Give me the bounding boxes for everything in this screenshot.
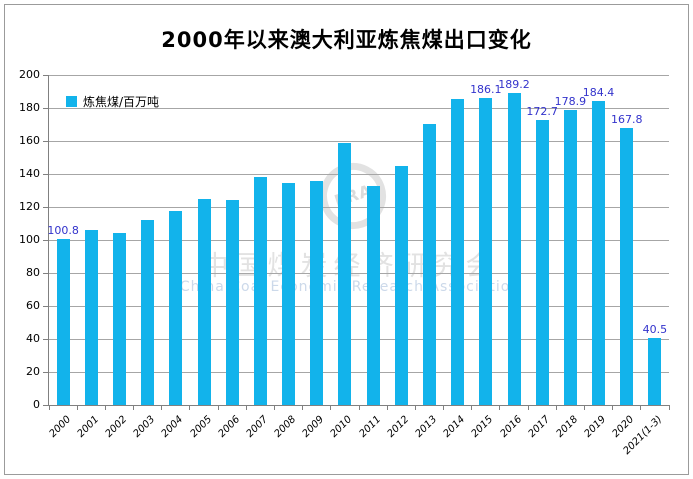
x-axis-tick <box>499 405 501 410</box>
x-axis-tick <box>133 405 135 410</box>
y-axis-tick <box>43 107 49 109</box>
bar-2000 <box>56 238 70 405</box>
data-label-2019: 184.4 <box>582 85 615 99</box>
data-label-2018: 178.9 <box>554 94 587 108</box>
bar-2014 <box>451 98 465 405</box>
x-axis-tick <box>273 405 275 410</box>
bar-2009 <box>310 181 324 405</box>
bar-2011 <box>366 185 380 405</box>
x-axis-tick <box>414 405 416 410</box>
y-axis-label-180: 180 <box>19 101 40 114</box>
gridline-140 <box>49 173 669 175</box>
y-axis-tick <box>43 239 49 241</box>
gridline-160 <box>49 140 669 142</box>
x-axis-tick <box>443 405 445 410</box>
bar-2017 <box>535 120 549 405</box>
bar-2008 <box>282 182 296 405</box>
x-axis-tick <box>302 405 304 410</box>
data-label-2017: 172.7 <box>526 105 558 119</box>
bar-2004 <box>169 211 183 405</box>
bar-2020 <box>620 128 634 405</box>
gridline-60 <box>49 305 669 307</box>
gridline-120 <box>49 206 669 208</box>
y-axis-tick <box>43 305 49 307</box>
gridline-100 <box>49 239 669 241</box>
x-axis-tick <box>583 405 585 410</box>
y-axis-tick <box>43 338 49 340</box>
x-axis-tick <box>358 405 360 410</box>
bar-2006 <box>225 199 239 405</box>
legend-color-swatch-icon <box>66 96 77 107</box>
bar-2003 <box>141 220 155 405</box>
bar-2013 <box>422 123 436 405</box>
y-axis-tick <box>43 173 49 175</box>
y-axis-label-0: 0 <box>33 398 40 411</box>
y-axis-tick <box>43 371 49 373</box>
y-axis-tick <box>43 206 49 208</box>
x-axis-tick <box>555 405 557 410</box>
y-axis-label-160: 160 <box>19 134 40 147</box>
data-label-2015: 186.1 <box>470 82 502 96</box>
x-axis-tick <box>668 405 670 410</box>
x-axis-tick <box>76 405 78 410</box>
y-axis-tick <box>43 272 49 274</box>
bar-2018 <box>563 109 577 405</box>
y-axis-label-100: 100 <box>19 233 40 246</box>
x-axis-tick <box>189 405 191 410</box>
x-axis-tick <box>471 405 473 410</box>
gridline-20 <box>49 371 669 373</box>
x-axis-tick <box>330 405 332 410</box>
y-axis-label-200: 200 <box>19 68 40 81</box>
bar-2007 <box>253 176 267 405</box>
x-axis-tick <box>217 405 219 410</box>
x-axis-tick <box>527 405 529 410</box>
bar-2001 <box>84 229 98 405</box>
data-label-2021(1-3): 40.5 <box>642 323 668 337</box>
x-axis-tick <box>612 405 614 410</box>
bar-2012 <box>394 165 408 405</box>
plot-area: 0 20 40 60 80 100 120 140 160 180 200 100.8 2000 2001… <box>19 68 670 457</box>
x-axis-tick <box>640 405 642 410</box>
y-axis-label-120: 120 <box>19 200 40 213</box>
y-axis-tick <box>43 140 49 142</box>
gridline-180 <box>49 107 669 109</box>
bar-2015 <box>479 97 493 405</box>
x-axis-tick <box>386 405 388 410</box>
y-axis-label-40: 40 <box>26 332 40 345</box>
x-axis-tick <box>161 405 163 410</box>
bar-2005 <box>197 198 211 405</box>
y-axis-tick <box>43 74 49 76</box>
x-axis-tick <box>245 405 247 410</box>
x-axis-tick <box>104 405 106 410</box>
bar-2019 <box>592 100 606 405</box>
bar-2002 <box>112 232 126 405</box>
y-axis-label-80: 80 <box>26 266 40 279</box>
gridline-40 <box>49 338 669 340</box>
y-axis-label-20: 20 <box>26 365 40 378</box>
bar-2016 <box>507 92 521 405</box>
bar-2010 <box>338 142 352 405</box>
legend-label: 炼焦煤/百万吨 <box>83 95 160 109</box>
bar-2021(1-3) <box>648 338 662 405</box>
data-label-2020: 167.8 <box>610 113 643 127</box>
y-axis-label-60: 60 <box>26 299 40 312</box>
gridline-200 <box>49 74 669 76</box>
x-axis-tick <box>48 405 50 410</box>
chart-title: 2000年以来澳大利亚炼焦煤出口变化 <box>161 28 532 52</box>
data-label-2000: 100.8 <box>47 223 79 237</box>
y-axis-tick <box>43 404 49 406</box>
legend: 炼焦煤/百万吨 <box>66 93 159 110</box>
data-label-2016: 189.2 <box>498 77 530 91</box>
y-axis-label-140: 140 <box>19 167 40 180</box>
gridline-80 <box>49 272 669 274</box>
